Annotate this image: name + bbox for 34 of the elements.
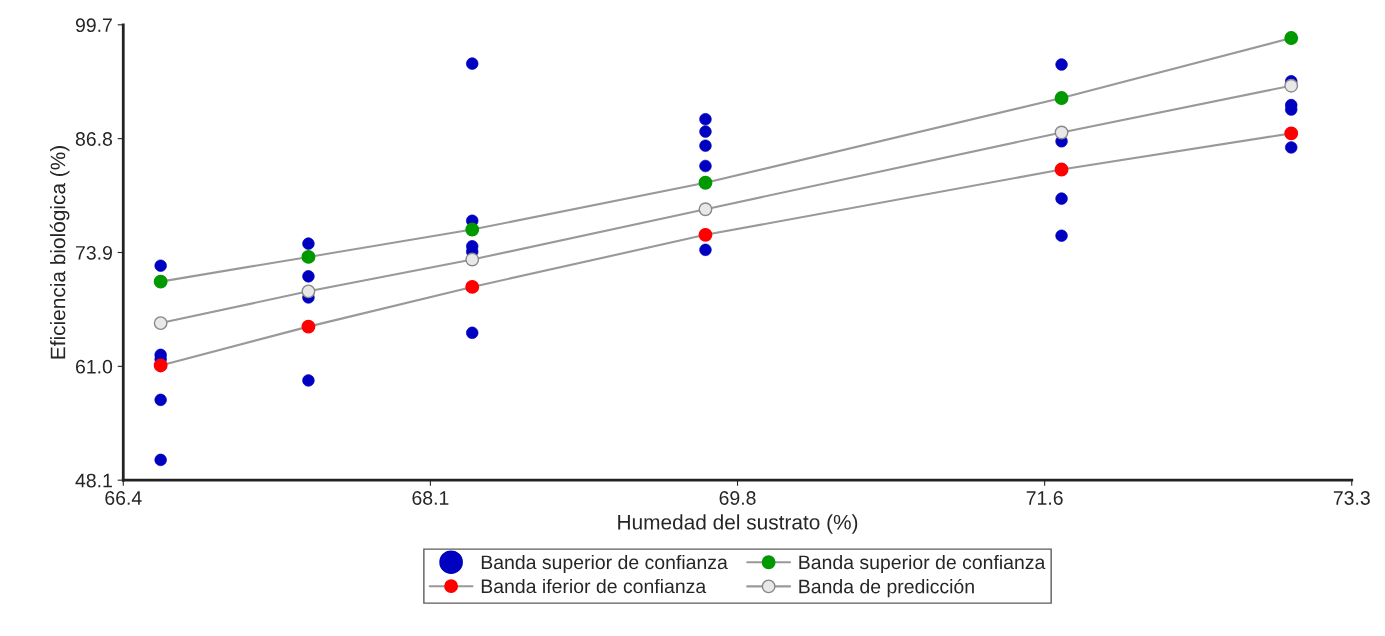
point [153,358,168,373]
point [1054,125,1069,140]
point [465,252,480,267]
point [301,319,316,334]
x-tick-label: 73.3 [1333,491,1370,505]
point [153,316,168,331]
point [1284,126,1299,141]
x-axis-title: Humedad del sustrato (%) [618,514,858,534]
point [465,222,480,237]
y-tick-label: 61.0 [76,359,113,374]
x-tick-label: 68.1 [412,491,449,505]
point [1054,91,1069,105]
x-tick-label: 71.6 [1026,491,1063,505]
point [1284,78,1299,93]
y-tick-label: 73.9 [76,245,112,260]
y-tick-label: 99.7 [75,18,112,33]
point [153,274,168,289]
point [301,284,316,299]
y-tick-label: 48.1 [75,473,112,488]
x-tick-label: 66.4 [105,491,142,505]
point [301,249,316,264]
point [698,227,713,242]
legend-label: Banda superior de confianza [481,554,728,574]
legend-label: Banda iferior de confianza [481,578,707,594]
point [1284,31,1299,45]
x-tick-label: 69.8 [719,491,756,505]
point [465,279,480,294]
legend-label: Banda superior de confianza [799,554,1046,574]
legend-label: Banda de predicción [799,578,974,598]
point [698,202,713,217]
point [1054,162,1069,177]
y-tick-label: 86.8 [75,132,113,146]
point [698,175,713,190]
y-axis-title: Eficiencia biológica (%) [49,146,70,359]
